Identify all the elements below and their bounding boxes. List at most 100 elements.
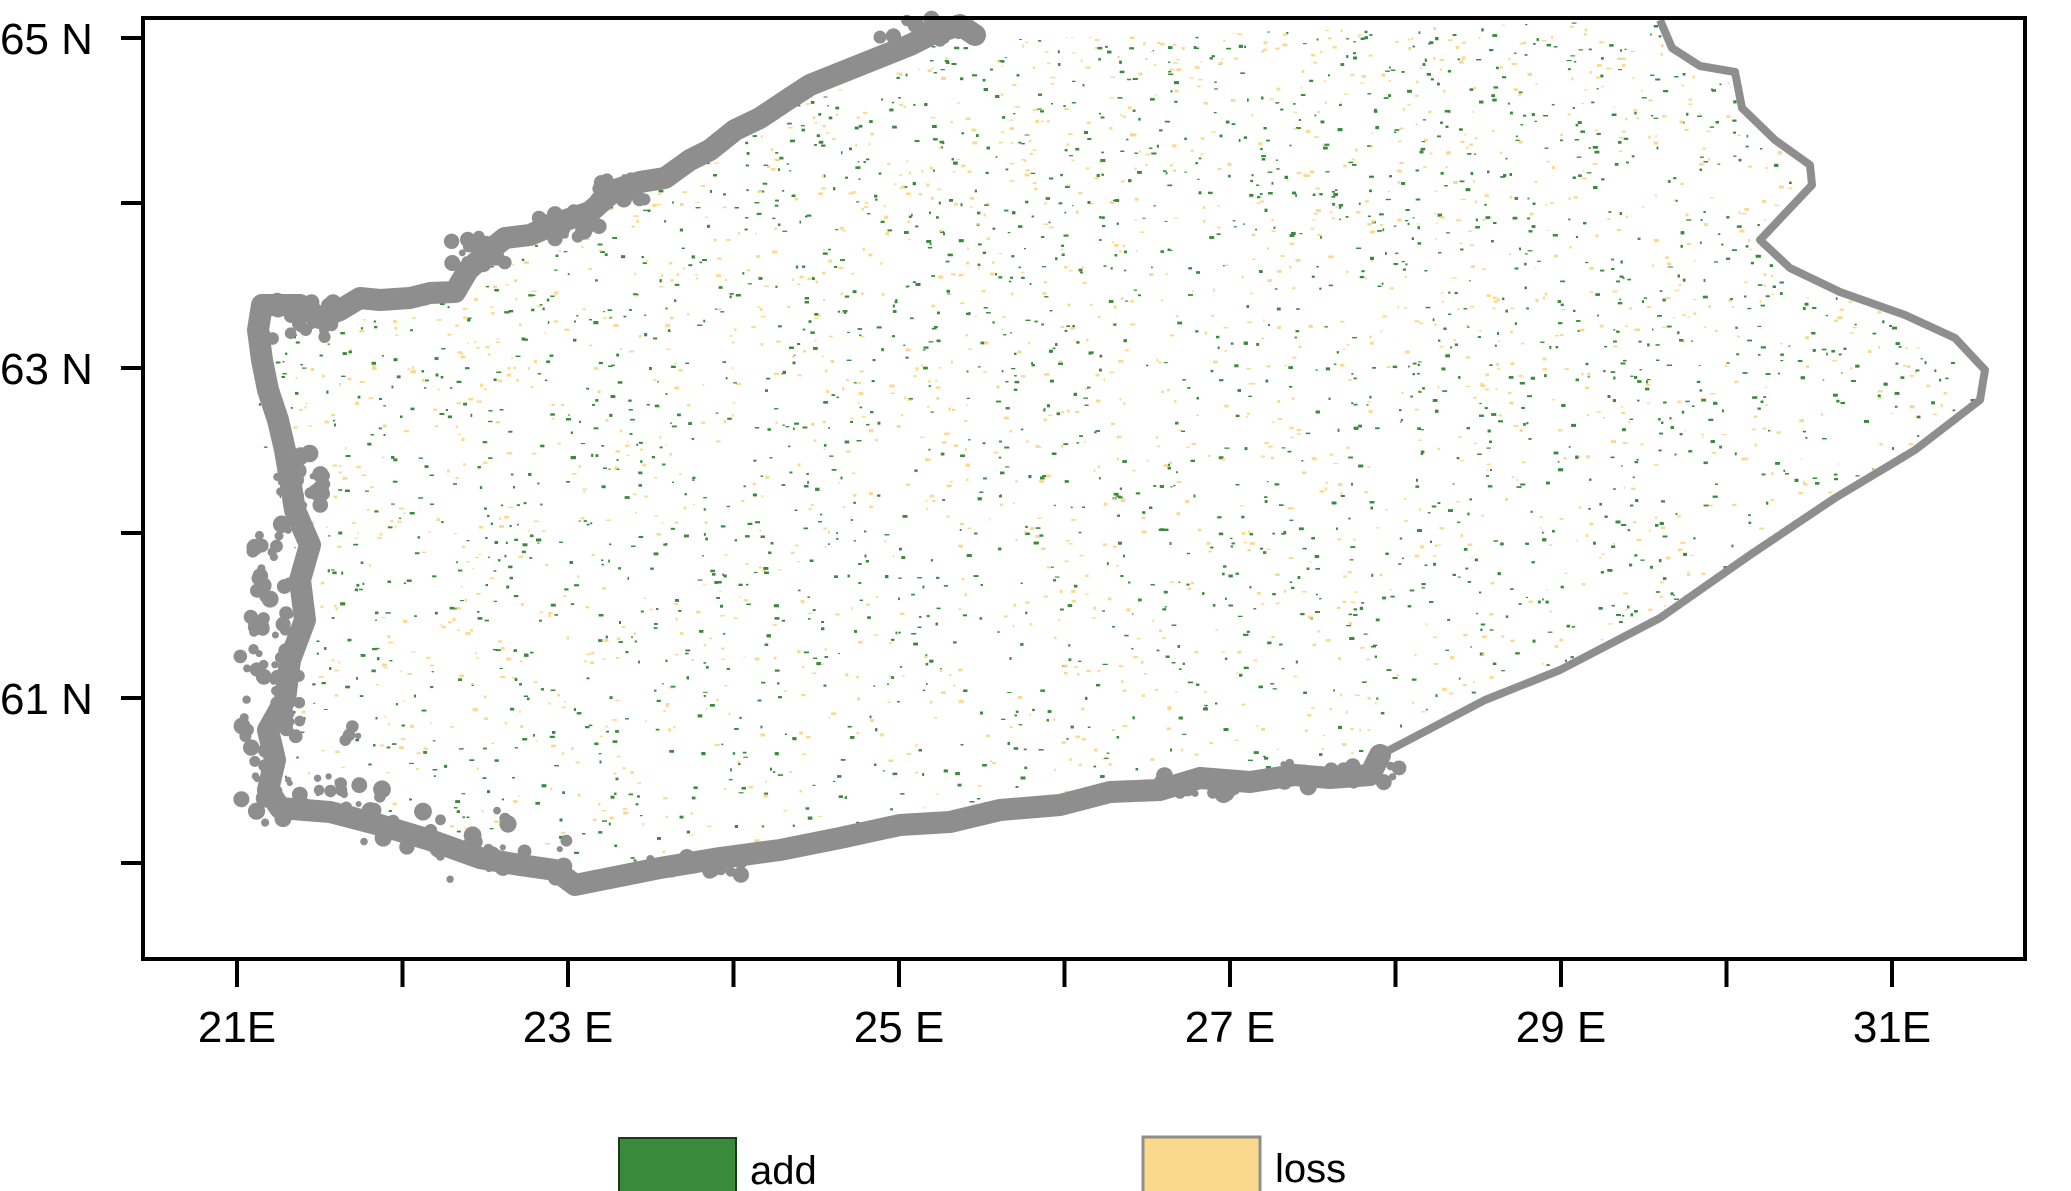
add-pixel: [1586, 786, 1590, 790]
loss-pixel: [369, 23, 373, 26]
loss-pixel: [1283, 808, 1287, 811]
loss-pixel: [1461, 878, 1465, 880]
add-pixel: [1817, 577, 1820, 580]
loss-pixel: [1589, 266, 1594, 270]
loss-pixel: [1497, 875, 1502, 878]
loss-pixel: [1675, 857, 1680, 859]
add-pixel: [1099, 885, 1101, 887]
loss-pixel: [1317, 630, 1321, 633]
add-pixel: [360, 225, 366, 228]
add-pixel: [1705, 769, 1710, 772]
add-pixel: [1889, 870, 1892, 872]
add-pixel: [1020, 878, 1024, 880]
add-pixel: [1843, 694, 1848, 697]
loss-pixel: [1756, 86, 1761, 88]
add-pixel: [1869, 606, 1874, 609]
add-pixel: [1927, 455, 1930, 457]
loss-pixel: [998, 888, 1002, 891]
add-pixel: [1226, 47, 1231, 50]
loss-pixel: [658, 112, 662, 114]
add-pixel: [1893, 140, 1896, 142]
add-pixel: [1833, 634, 1836, 636]
add-pixel: [1990, 428, 1994, 430]
add-pixel: [1879, 134, 1885, 137]
add-pixel: [1040, 476, 1045, 480]
loss-pixel: [1886, 198, 1888, 201]
add-pixel: [1764, 84, 1768, 87]
add-pixel: [1882, 48, 1885, 51]
add-pixel: [1405, 263, 1408, 266]
add-pixel: [1521, 787, 1525, 790]
loss-pixel: [1697, 848, 1700, 850]
loss-pixel: [617, 46, 621, 50]
add-pixel: [1891, 711, 1897, 714]
add-pixel: [1038, 40, 1042, 42]
loss-pixel: [1345, 710, 1348, 714]
loss-pixel: [952, 408, 956, 411]
add-pixel: [1469, 855, 1474, 857]
add-pixel: [772, 44, 776, 47]
add-pixel: [1793, 60, 1795, 64]
add-pixel: [1331, 870, 1336, 873]
add-pixel: [1900, 41, 1902, 43]
add-pixel: [895, 299, 898, 301]
add-pixel: [1610, 723, 1614, 727]
add-pixel: [1831, 677, 1835, 681]
loss-pixel: [1370, 341, 1374, 345]
add-pixel: [434, 218, 438, 221]
loss-pixel: [1871, 111, 1876, 113]
add-pixel: [290, 821, 296, 825]
loss-pixel: [313, 101, 318, 103]
loss-pixel: [275, 115, 279, 119]
loss-pixel: [1843, 858, 1845, 860]
loss-pixel: [1529, 844, 1532, 847]
loss-pixel: [1907, 62, 1912, 65]
loss-pixel: [509, 125, 513, 127]
add-pixel: [255, 721, 260, 724]
add-pixel: [424, 387, 427, 389]
loss-pixel: [1276, 270, 1282, 273]
add-pixel: [372, 278, 375, 280]
add-pixel: [1693, 799, 1699, 802]
add-pixel: [278, 286, 282, 289]
add-pixel: [791, 24, 796, 28]
add-pixel: [1950, 660, 1952, 663]
add-pixel: [1186, 813, 1190, 816]
add-pixel: [286, 218, 289, 221]
loss-pixel: [1953, 891, 1958, 893]
add-pixel: [293, 154, 298, 156]
loss-pixel: [1926, 285, 1930, 288]
loss-pixel: [1989, 428, 1992, 430]
loss-pixel: [310, 189, 313, 191]
add-pixel: [1632, 736, 1635, 739]
loss-pixel: [1339, 364, 1345, 367]
add-pixel: [1876, 770, 1880, 772]
add-pixel: [279, 843, 285, 846]
loss-pixel: [564, 701, 566, 703]
add-pixel: [352, 224, 357, 227]
loss-pixel: [539, 611, 543, 613]
add-pixel: [1223, 265, 1225, 267]
add-pixel: [283, 835, 289, 839]
loss-pixel: [1533, 689, 1539, 691]
add-pixel: [1507, 102, 1510, 105]
add-pixel: [328, 289, 333, 291]
add-pixel: [892, 772, 898, 776]
add-pixel: [1137, 864, 1140, 868]
add-pixel: [1628, 757, 1631, 760]
loss-pixel: [441, 50, 445, 53]
loss-pixel: [1605, 825, 1608, 829]
loss-pixel: [875, 853, 879, 855]
add-pixel: [1152, 50, 1155, 52]
add-pixel: [269, 23, 272, 26]
add-pixel: [537, 68, 542, 70]
add-pixel: [1802, 60, 1805, 62]
add-pixel: [1750, 733, 1753, 736]
loss-pixel: [526, 191, 529, 194]
loss-pixel: [1699, 163, 1704, 166]
add-pixel: [1851, 558, 1856, 560]
add-pixel: [1744, 624, 1747, 626]
loss-pixel: [1879, 33, 1882, 36]
loss-pixel: [1905, 231, 1910, 235]
add-pixel: [497, 885, 501, 886]
